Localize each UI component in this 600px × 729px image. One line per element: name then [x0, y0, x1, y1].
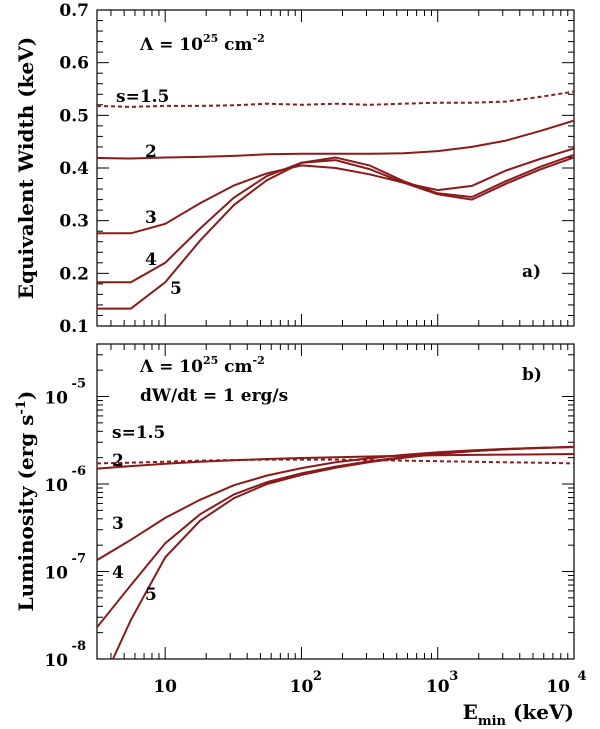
panel-b-y-tick-exponent: -6 [72, 464, 86, 479]
panel-b-series-label: 2 [112, 451, 124, 471]
panel-b-x-tick-exponent: 4 [577, 669, 586, 684]
panel-a-y-tick-labels: 0.1 0.2 0.3 0.4 0.5 0.6 0.7 [59, 1, 89, 337]
panel-a-equivalent-width: 0.1 0.2 0.3 0.4 0.5 0.6 0.7 s=1.5 2 3 45 Λ = 1025… [14, 1, 575, 337]
panel-a-series-1 [97, 90, 574, 108]
panel-b-x-tick-exponent: 3 [449, 669, 458, 684]
panel-a-y-tick-label: 0.6 [59, 54, 89, 74]
panel-b-x-tick-label: 10 [153, 677, 177, 697]
panel-b-x-tick-label: 10 [546, 677, 570, 697]
panel-a-y-tick-label: 0.2 [59, 264, 89, 284]
panel-b-series-2 [97, 453, 574, 470]
panel-b-y-tick-exponent: -5 [72, 376, 86, 391]
panel-b-y-tick-label: 10 [44, 563, 68, 583]
panel-a-curve-labels: s=1.5 2 3 45 [116, 87, 182, 299]
panel-a-curves [97, 90, 574, 310]
panel-b-curve-labels: s=1.5 2 3 4 5 [112, 423, 165, 605]
panel-b-frame [96, 343, 575, 660]
panel-a-label: a) [522, 262, 541, 282]
panel-b-series-5 [111, 445, 574, 659]
panel-b-lambda-annotation: Λ = 1025 cm-2 [139, 354, 265, 377]
panel-b-rate-annotation: dW/dt = 1 erg/s [140, 386, 288, 406]
x-axis-title: Emin (keV) [463, 700, 574, 729]
panel-a-lambda-annotation: Λ = 1025 cm-2 [139, 32, 265, 55]
panel-b-x-tick-label: 10 [426, 677, 450, 697]
panel-a-y-tick-label: 0.5 [59, 106, 89, 126]
panel-a-series-label: 3 [145, 208, 157, 228]
panel-b-series-label: 5 [145, 585, 157, 605]
panel-b-series-1 [97, 458, 574, 465]
panel-a-series-3 [97, 147, 574, 235]
panel-a-y-tick-label: 0.3 [59, 212, 89, 232]
panel-b-y-tick-exponent: -8 [72, 639, 86, 654]
panel-a-y-tick-label: 0.4 [59, 159, 89, 179]
panel-b-series-label: 3 [112, 514, 124, 534]
panel-b-ticks [97, 344, 575, 660]
panel-b-series-4 [97, 446, 574, 628]
panel-b-y-tick-label: 10 [44, 388, 68, 408]
panel-a-series-label: 5 [170, 279, 182, 299]
panel-b-curves [97, 445, 574, 659]
panel-a-series-label: 2 [145, 142, 157, 162]
panel-a-y-axis-title: Equivalent Width (keV) [14, 37, 38, 299]
panel-a-series-label: s=1.5 [116, 87, 169, 107]
panel-b-x-tick-label: 10 [290, 677, 314, 697]
panel-b-y-tick-exponent: -7 [72, 551, 86, 566]
panel-b-label: b) [522, 365, 542, 385]
panel-a-series-4 [97, 153, 574, 284]
panel-a-series-label: 4 [145, 250, 157, 270]
panel-b-x-tick-exponent: 2 [313, 669, 322, 684]
panel-a-series-5 [97, 156, 574, 310]
panel-b-y-tick-label: 10 [44, 476, 68, 496]
panel-a-y-tick-label: 0.7 [59, 1, 89, 21]
panel-a-y-tick-label: 0.1 [59, 317, 89, 337]
panel-b-y-axis-title: Luminosity (erg s-1) [14, 391, 38, 612]
panel-b-series-label: s=1.5 [112, 423, 165, 443]
panel-b-series-label: 4 [112, 563, 124, 583]
panel-b-y-tick-labels: 10 -8 10 -7 10 -6 10 -5 [44, 376, 86, 671]
panel-a-series-2 [97, 119, 574, 160]
panel-b-y-tick-label: 10 [44, 651, 68, 671]
